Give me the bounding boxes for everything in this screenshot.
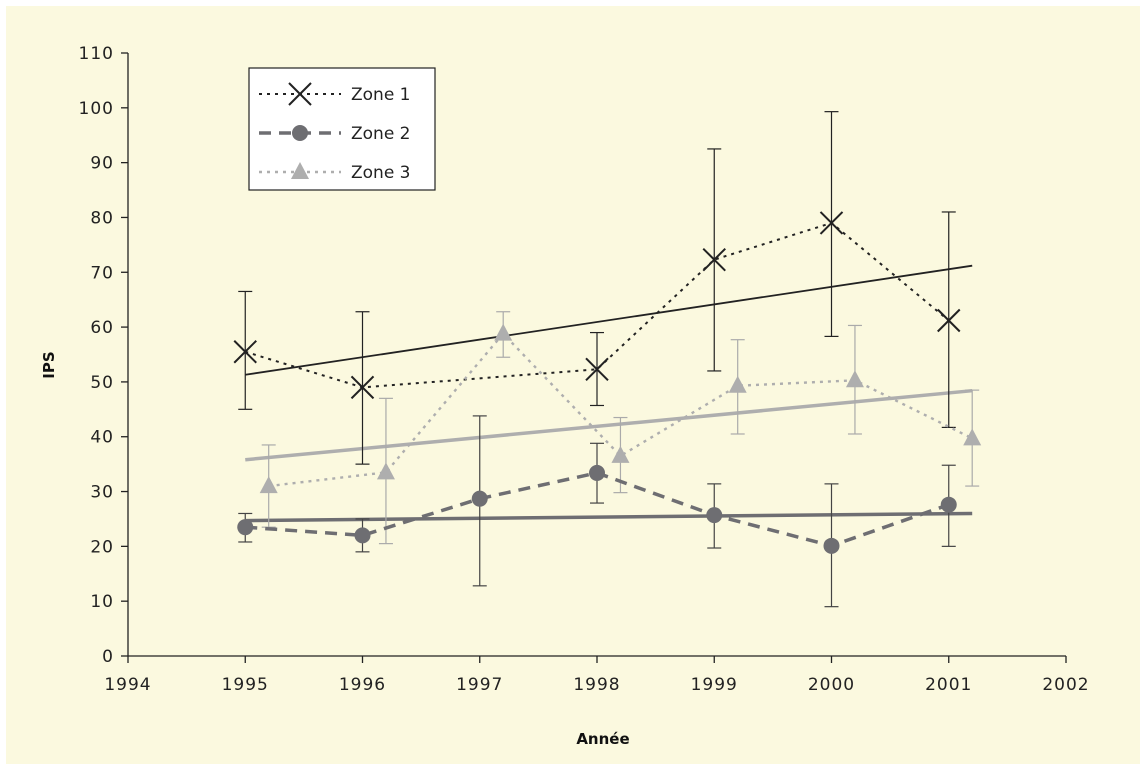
x-marker-stroke xyxy=(702,247,726,272)
legend: Zone 1 Zone 2 Zone 3 xyxy=(248,67,436,191)
data-point-3 xyxy=(845,370,864,388)
trend-lines xyxy=(245,264,973,523)
data-point-1 xyxy=(937,308,961,333)
legend-entry-2: Zone 2 xyxy=(259,124,411,144)
legend-box xyxy=(248,67,436,191)
y-tick-label: 70 xyxy=(90,263,114,283)
series-markers xyxy=(233,211,982,554)
x-marker-stroke xyxy=(350,375,375,400)
y-axis-title: IPS xyxy=(40,351,58,378)
x-marker-stroke xyxy=(937,308,961,333)
y-tick-label: 30 xyxy=(90,483,114,503)
data-point-2 xyxy=(706,507,723,524)
y-tick-label: 0 xyxy=(102,647,114,667)
y-tick-label: 10 xyxy=(90,592,114,612)
legend-marker xyxy=(288,82,312,106)
data-point-2 xyxy=(940,496,957,513)
trend-line-3 xyxy=(245,388,973,462)
data-point-3 xyxy=(376,462,395,480)
x-tick-label: 1994 xyxy=(104,675,151,695)
data-point-2 xyxy=(354,527,371,544)
axes: 0 10 20 30 40 50 60 70 80 90 100 110 1994 1995 1996 199… xyxy=(79,44,1089,695)
series-line-1 xyxy=(244,221,950,389)
series-lines xyxy=(244,221,973,548)
y-tick-label: 60 xyxy=(90,318,114,338)
x-tick-label: 2000 xyxy=(808,675,855,695)
x-marker-stroke xyxy=(819,211,844,235)
y-tick-label: 80 xyxy=(90,208,114,228)
y-tick-label: 20 xyxy=(90,537,114,557)
legend-marker xyxy=(292,125,308,141)
x-tick-label: 1995 xyxy=(222,675,269,695)
x-marker-stroke xyxy=(233,340,257,364)
data-point-1 xyxy=(819,211,844,235)
data-point-3 xyxy=(494,323,513,341)
data-point-2 xyxy=(823,537,840,554)
ips-line-chart: 0 10 20 30 40 50 60 70 80 90 100 110 1994 1995 1996 199… xyxy=(40,44,1089,748)
x-tick-label: 1997 xyxy=(456,675,503,695)
legend-entry-3: Zone 3 xyxy=(259,162,411,183)
data-point-1 xyxy=(585,357,609,382)
legend-label: Zone 1 xyxy=(351,85,411,105)
legend-label: Zone 3 xyxy=(351,163,411,183)
legend-label: Zone 2 xyxy=(351,124,411,144)
data-point-3 xyxy=(963,428,982,446)
x-tick-label: 2002 xyxy=(1042,675,1089,695)
data-point-2 xyxy=(589,464,605,481)
data-point-1 xyxy=(702,247,726,272)
legend-entry-1: Zone 1 xyxy=(259,82,411,106)
x-marker-stroke xyxy=(585,357,609,382)
data-point-3 xyxy=(728,375,747,393)
x-tick-label: 1999 xyxy=(691,675,738,695)
y-tick-label: 110 xyxy=(79,44,114,64)
data-point-2 xyxy=(471,490,488,507)
x-axis-title: Année xyxy=(576,730,629,748)
y-tick-label: 40 xyxy=(90,428,114,448)
data-point-3 xyxy=(611,445,630,463)
trend-line-1 xyxy=(245,264,973,376)
data-point-3 xyxy=(259,476,278,494)
y-tick-label: 90 xyxy=(90,154,114,174)
chart-panel: 0 10 20 30 40 50 60 70 80 90 100 110 1994 1995 1996 199… xyxy=(6,6,1140,764)
x-marker-stroke xyxy=(288,82,312,106)
data-point-1 xyxy=(233,340,257,364)
y-tick-label: 100 xyxy=(79,99,114,119)
x-tick-label: 1998 xyxy=(573,675,620,695)
legend-marker xyxy=(291,162,309,179)
x-tick-label: 2001 xyxy=(925,675,972,695)
data-point-1 xyxy=(350,375,375,400)
y-tick-label: 50 xyxy=(90,373,114,393)
trend-line-2 xyxy=(245,511,973,523)
data-point-2 xyxy=(237,519,254,536)
x-tick-label: 1996 xyxy=(339,675,386,695)
